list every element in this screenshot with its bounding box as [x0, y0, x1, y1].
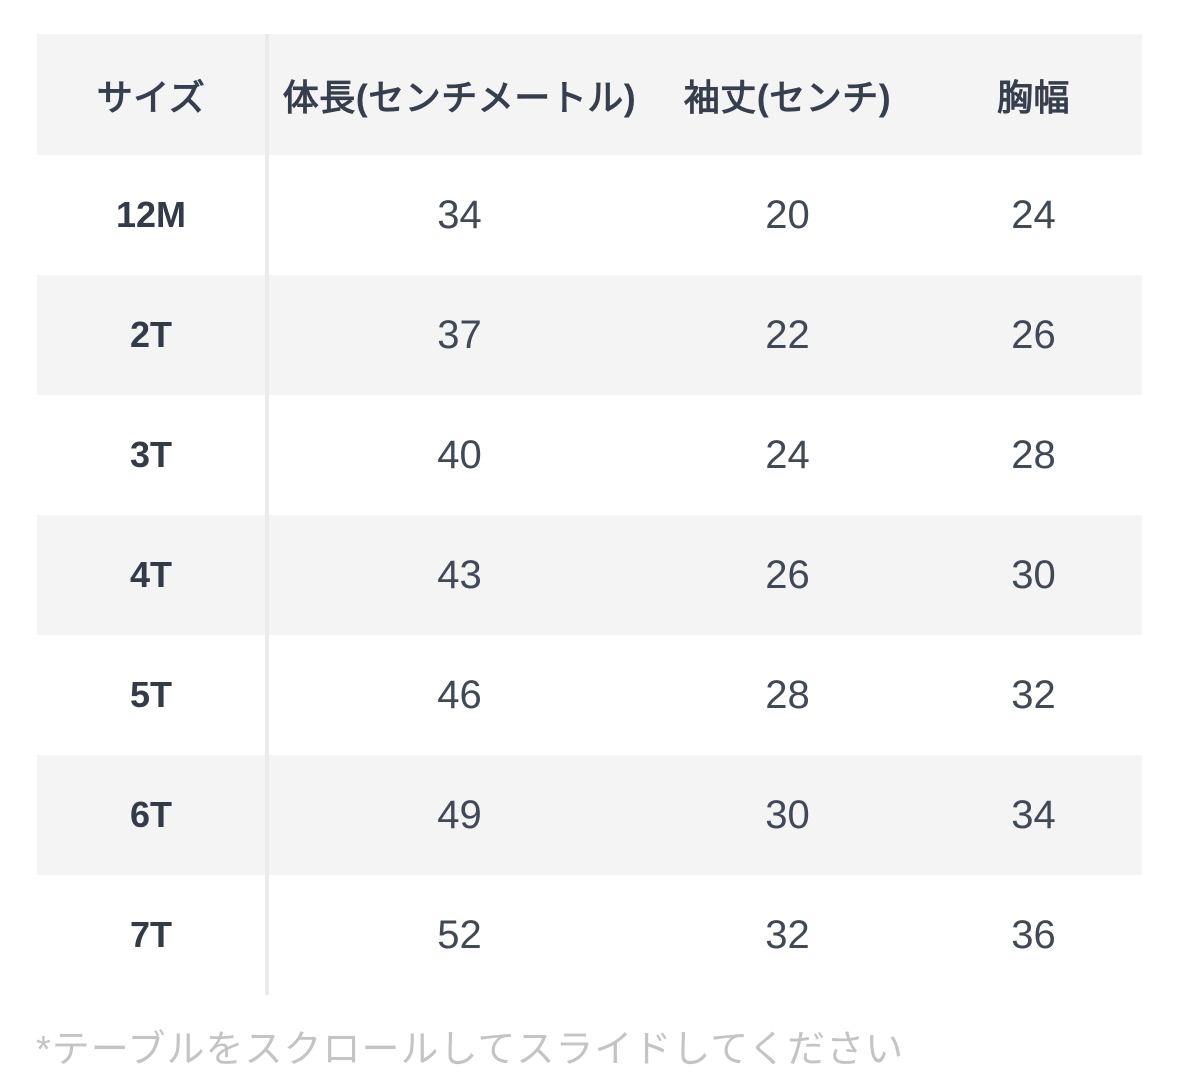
table-row: 7T 52 32 36 — [37, 875, 1142, 995]
cell-chest-width: 32 — [1011, 672, 1056, 717]
cell-chest-width: 34 — [1011, 792, 1056, 837]
row-size-label: 7T — [37, 875, 269, 995]
cell-body-length: 52 — [437, 912, 482, 957]
row-size-label: 3T — [37, 395, 269, 515]
cell-body-length: 43 — [437, 552, 482, 597]
header-sleeve-length: 袖丈(センチ) — [683, 76, 892, 118]
row-size-label: 4T — [37, 515, 269, 635]
table-row: 3T 40 24 28 — [37, 395, 1142, 515]
cell-chest-width: 26 — [1011, 312, 1056, 357]
table-row: 6T 49 30 34 — [37, 755, 1142, 875]
cell-chest-width: 36 — [1011, 912, 1056, 957]
header-body-length: 体長(センチメートル) — [282, 76, 637, 118]
header-chest-width: 胸幅 — [996, 76, 1070, 118]
size-chart-table: サイズ 体長(センチメートル) 袖丈(センチ) 胸幅 12M 34 20 24 … — [37, 34, 1142, 995]
table-header-row: サイズ 体長(センチメートル) 袖丈(センチ) 胸幅 — [37, 34, 1142, 155]
table-row: 2T 37 22 26 — [37, 275, 1142, 395]
row-size-label: 12M — [37, 155, 269, 275]
table-scroll-hint-footnote: *テーブルをスクロールしてスライドしてください — [36, 1029, 905, 1071]
row-size-label: 5T — [37, 635, 269, 755]
cell-body-length: 46 — [437, 672, 482, 717]
cell-chest-width: 30 — [1011, 552, 1056, 597]
row-size-label: 2T — [37, 275, 269, 395]
cell-body-length: 40 — [437, 432, 482, 477]
size-chart-table-scroll-area[interactable]: サイズ 体長(センチメートル) 袖丈(センチ) 胸幅 12M 34 20 24 … — [37, 34, 1142, 995]
cell-chest-width: 28 — [1011, 432, 1056, 477]
cell-sleeve-length: 32 — [765, 912, 810, 957]
table-row: 4T 43 26 30 — [37, 515, 1142, 635]
cell-sleeve-length: 26 — [765, 552, 810, 597]
cell-sleeve-length: 22 — [765, 312, 810, 357]
header-size: サイズ — [37, 34, 269, 155]
cell-sleeve-length: 30 — [765, 792, 810, 837]
cell-sleeve-length: 20 — [765, 192, 810, 237]
row-size-label: 6T — [37, 755, 269, 875]
table-row: 12M 34 20 24 — [37, 155, 1142, 275]
cell-body-length: 34 — [437, 192, 482, 237]
cell-chest-width: 24 — [1011, 192, 1056, 237]
table-row: 5T 46 28 32 — [37, 635, 1142, 755]
cell-body-length: 49 — [437, 792, 482, 837]
cell-sleeve-length: 28 — [765, 672, 810, 717]
cell-body-length: 37 — [437, 312, 482, 357]
cell-sleeve-length: 24 — [765, 432, 810, 477]
